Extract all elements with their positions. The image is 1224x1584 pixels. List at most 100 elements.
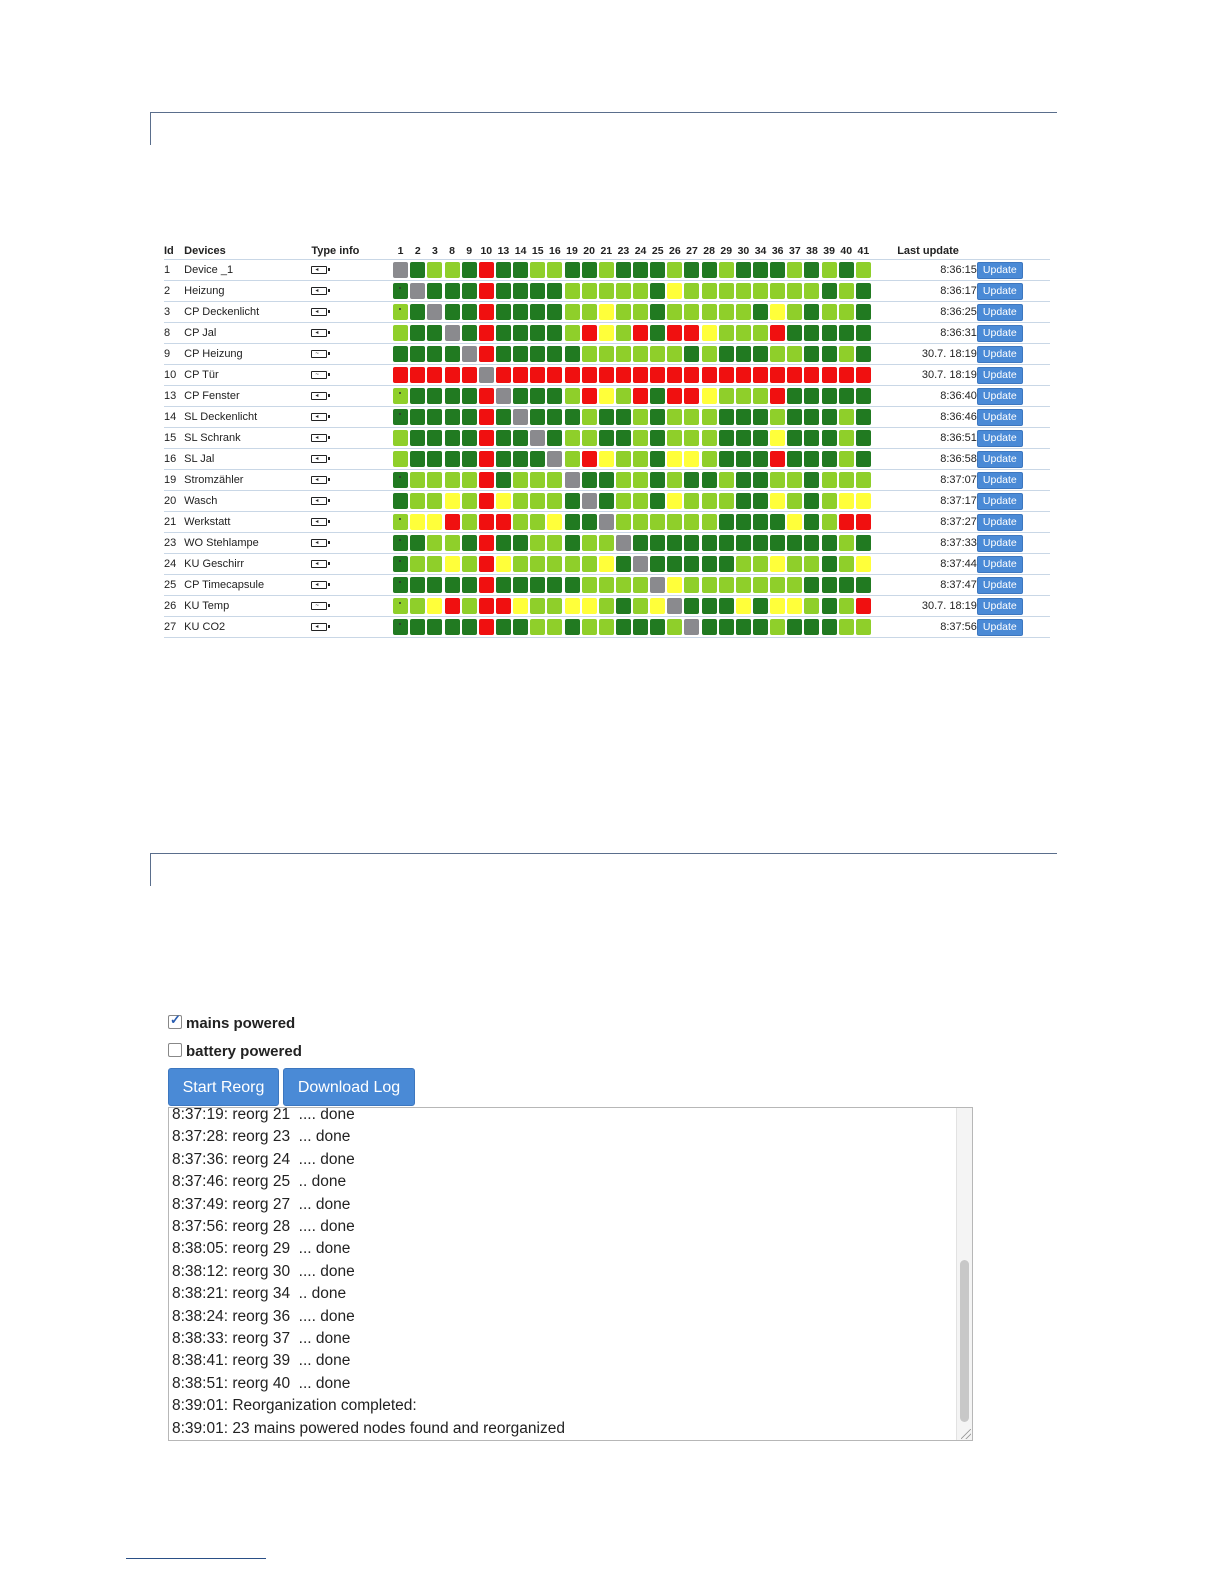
link-quality-square[interactable] (770, 262, 786, 278)
link-quality-square[interactable] (701, 262, 717, 278)
link-quality-square[interactable] (513, 577, 529, 593)
link-quality-square[interactable] (650, 325, 666, 341)
link-quality-square[interactable] (513, 409, 529, 425)
link-quality-square[interactable] (684, 472, 700, 488)
link-quality-square[interactable] (547, 535, 563, 551)
link-quality-square[interactable] (495, 556, 511, 572)
link-quality-square[interactable] (427, 346, 443, 362)
link-quality-square[interactable] (547, 619, 563, 635)
link-quality-square[interactable] (615, 325, 631, 341)
link-quality-square[interactable] (581, 619, 597, 635)
link-quality-square[interactable] (530, 283, 546, 299)
link-quality-square[interactable] (461, 535, 477, 551)
link-quality-square[interactable] (581, 514, 597, 530)
link-quality-square[interactable] (495, 388, 511, 404)
link-quality-square[interactable] (427, 262, 443, 278)
link-quality-square[interactable] (444, 556, 460, 572)
link-quality-square[interactable] (684, 535, 700, 551)
link-quality-square[interactable] (787, 598, 803, 614)
update-button[interactable]: Update (976, 387, 1023, 405)
link-quality-square[interactable] (804, 451, 820, 467)
link-quality-square[interactable] (735, 409, 751, 425)
link-quality-square[interactable] (581, 493, 597, 509)
link-quality-square[interactable] (684, 325, 700, 341)
link-quality-square[interactable] (787, 346, 803, 362)
link-quality-square[interactable] (855, 325, 871, 341)
link-quality-square[interactable] (838, 556, 854, 572)
link-quality-square[interactable] (770, 493, 786, 509)
link-quality-square[interactable] (547, 262, 563, 278)
link-quality-square[interactable] (547, 346, 563, 362)
link-quality-square[interactable] (513, 535, 529, 551)
link-quality-square[interactable] (615, 535, 631, 551)
link-quality-square[interactable] (770, 535, 786, 551)
link-quality-square[interactable] (650, 409, 666, 425)
link-quality-square[interactable] (770, 304, 786, 320)
link-quality-square[interactable] (615, 472, 631, 488)
link-quality-square[interactable] (633, 283, 649, 299)
link-quality-square[interactable] (633, 577, 649, 593)
link-quality-square[interactable] (410, 472, 426, 488)
link-quality-square[interactable] (787, 535, 803, 551)
link-quality-square[interactable] (530, 472, 546, 488)
link-quality-square[interactable] (718, 304, 734, 320)
link-quality-square[interactable] (650, 262, 666, 278)
link-quality-square[interactable] (547, 367, 563, 383)
link-quality-square[interactable] (410, 430, 426, 446)
link-quality-square[interactable] (530, 304, 546, 320)
link-quality-square[interactable] (547, 388, 563, 404)
link-quality-square[interactable] (495, 619, 511, 635)
link-quality-square[interactable] (718, 619, 734, 635)
link-quality-square[interactable] (564, 472, 580, 488)
link-quality-square[interactable] (753, 535, 769, 551)
link-quality-square[interactable] (701, 472, 717, 488)
link-quality-square[interactable] (718, 556, 734, 572)
link-quality-square[interactable] (444, 388, 460, 404)
link-quality-square[interactable] (615, 283, 631, 299)
link-quality-square[interactable] (615, 346, 631, 362)
link-quality-square[interactable] (753, 262, 769, 278)
link-quality-square[interactable] (633, 304, 649, 320)
resize-grip-icon[interactable] (961, 1429, 971, 1439)
link-quality-square[interactable] (821, 304, 837, 320)
mains-powered-checkbox[interactable] (168, 1012, 182, 1029)
link-quality-square[interactable] (770, 430, 786, 446)
link-quality-square[interactable] (804, 535, 820, 551)
link-quality-square[interactable] (581, 325, 597, 341)
link-quality-square[interactable] (393, 409, 409, 425)
link-quality-square[interactable] (461, 556, 477, 572)
link-quality-square[interactable] (547, 493, 563, 509)
link-quality-square[interactable] (444, 325, 460, 341)
link-quality-square[interactable] (461, 388, 477, 404)
link-quality-square[interactable] (547, 304, 563, 320)
link-quality-square[interactable] (530, 451, 546, 467)
link-quality-square[interactable] (530, 262, 546, 278)
link-quality-square[interactable] (444, 598, 460, 614)
update-button[interactable]: Update (976, 471, 1023, 489)
link-quality-square[interactable] (650, 451, 666, 467)
link-quality-square[interactable] (615, 577, 631, 593)
link-quality-square[interactable] (650, 367, 666, 383)
link-quality-square[interactable] (444, 535, 460, 551)
link-quality-square[interactable] (427, 556, 443, 572)
link-quality-square[interactable] (770, 283, 786, 299)
link-quality-square[interactable] (513, 472, 529, 488)
link-quality-square[interactable] (753, 430, 769, 446)
link-quality-square[interactable] (633, 535, 649, 551)
link-quality-square[interactable] (701, 619, 717, 635)
link-quality-square[interactable] (478, 346, 494, 362)
link-quality-square[interactable] (410, 577, 426, 593)
link-quality-square[interactable] (530, 430, 546, 446)
link-quality-square[interactable] (650, 304, 666, 320)
link-quality-square[interactable] (598, 346, 614, 362)
link-quality-square[interactable] (393, 577, 409, 593)
link-quality-square[interactable] (735, 388, 751, 404)
link-quality-square[interactable] (735, 451, 751, 467)
link-quality-square[interactable] (701, 514, 717, 530)
link-quality-square[interactable] (581, 346, 597, 362)
link-quality-square[interactable] (444, 367, 460, 383)
link-quality-square[interactable] (598, 619, 614, 635)
link-quality-square[interactable] (444, 262, 460, 278)
link-quality-square[interactable] (478, 262, 494, 278)
link-quality-square[interactable] (667, 451, 683, 467)
